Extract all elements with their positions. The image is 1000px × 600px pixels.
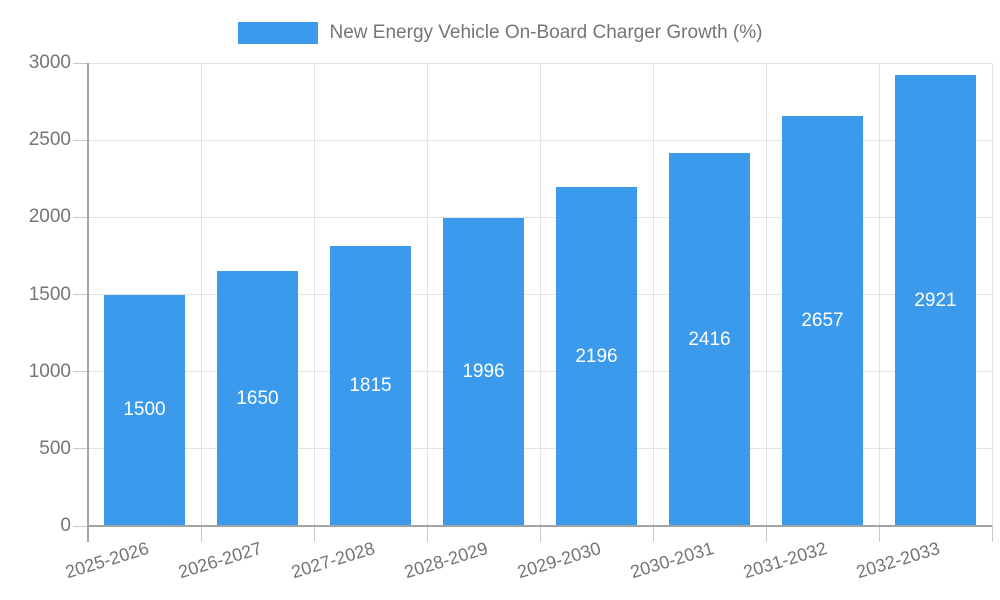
bar bbox=[443, 217, 524, 526]
y-tick-mark bbox=[73, 448, 88, 450]
x-tick-mark bbox=[200, 526, 202, 542]
y-tick-mark bbox=[73, 216, 88, 218]
chart-legend: New Energy Vehicle On-Board Charger Grow… bbox=[0, 18, 1000, 48]
bar-value-label: 2196 bbox=[575, 345, 618, 367]
y-tick-mark bbox=[73, 62, 88, 64]
bar bbox=[556, 187, 637, 526]
v-gridline bbox=[426, 63, 428, 526]
v-gridline bbox=[539, 63, 541, 526]
legend-swatch bbox=[237, 22, 318, 44]
v-gridline bbox=[652, 63, 654, 526]
v-gridline bbox=[313, 63, 315, 526]
bar bbox=[782, 115, 863, 526]
plot-area: 0 500 1000 1500 2000 2500 3000 1500 2025-2026 165… bbox=[29, 52, 993, 582]
y-tick-label: 1500 bbox=[28, 283, 71, 305]
v-gridline bbox=[878, 63, 880, 526]
bar-value-label: 1650 bbox=[236, 387, 279, 409]
bar bbox=[895, 75, 976, 526]
bar bbox=[330, 245, 411, 526]
y-tick-label: 0 bbox=[60, 515, 71, 536]
y-tick-label: 2500 bbox=[28, 129, 71, 151]
y-tick-label: 1000 bbox=[28, 360, 71, 382]
bar bbox=[217, 271, 298, 526]
y-tick-mark bbox=[73, 371, 88, 373]
v-gridline bbox=[200, 63, 202, 526]
y-tick-label: 2000 bbox=[28, 206, 71, 228]
bar-value-label: 1996 bbox=[462, 360, 505, 382]
bar-value-label: 2416 bbox=[688, 328, 731, 350]
x-axis-line bbox=[88, 525, 992, 527]
v-gridline bbox=[765, 63, 767, 526]
legend-label: New Energy Vehicle On-Board Charger Grow… bbox=[329, 22, 763, 43]
y-tick-mark bbox=[73, 525, 88, 527]
x-tick-mark bbox=[313, 526, 315, 542]
y-tick-mark bbox=[73, 294, 88, 295]
y-axis-line bbox=[87, 63, 89, 542]
x-tick-mark bbox=[991, 526, 993, 542]
x-tick-mark bbox=[878, 526, 880, 542]
x-tick-mark bbox=[426, 526, 428, 542]
v-gridline bbox=[991, 63, 993, 526]
bar bbox=[669, 153, 750, 526]
bar-value-label: 1815 bbox=[349, 374, 392, 396]
bar-value-label: 2921 bbox=[914, 289, 957, 311]
y-tick-label: 3000 bbox=[28, 52, 71, 73]
x-tick-mark bbox=[765, 526, 767, 542]
y-tick-mark bbox=[73, 139, 88, 141]
bar-value-label: 1500 bbox=[123, 399, 166, 421]
bar-value-label: 2657 bbox=[801, 309, 844, 331]
bar bbox=[104, 294, 185, 526]
y-tick-label: 500 bbox=[39, 437, 71, 459]
x-tick-mark bbox=[652, 526, 654, 542]
x-tick-mark bbox=[539, 526, 541, 542]
